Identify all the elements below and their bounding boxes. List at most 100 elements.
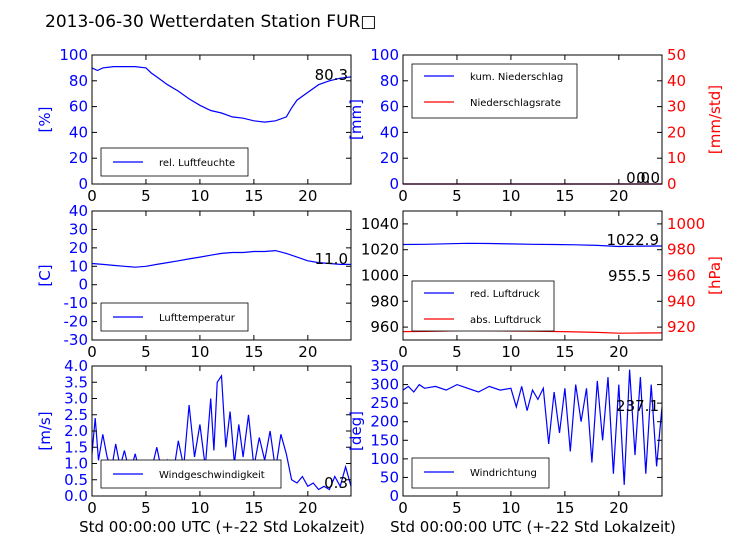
y-tick-label: 3.0 xyxy=(64,390,88,408)
y-axis-label-right: [mm/std] xyxy=(706,85,724,154)
legend-entry: Windrichtung xyxy=(470,468,537,479)
panel-5: 0 5 10 15 20 0.00.51.01.52.02.53.03.54.0 [m/s]… xyxy=(36,357,352,517)
y-tick-label: 50 xyxy=(380,468,399,486)
plot-frame xyxy=(402,54,663,185)
y-tick-label: 80 xyxy=(380,72,399,90)
x-tick-label: 10 xyxy=(190,343,209,361)
legend-entry: kum. Niederschlag xyxy=(470,72,563,83)
y-tick-label-right: 960 xyxy=(667,267,696,285)
series-line-1-1 xyxy=(91,65,352,123)
value-annotation: 11.0 xyxy=(315,250,348,268)
x-tick-label: 5 xyxy=(141,343,151,361)
y-tick-label-right: 40 xyxy=(667,72,686,90)
y-tick-label: -20 xyxy=(64,313,89,331)
y-tick-label: 1.0 xyxy=(64,455,88,473)
panel-6: 0 5 10 15 20050100150200250300350[deg]Windri… xyxy=(347,357,663,517)
x-tick-label: 15 xyxy=(244,187,263,205)
panel-3: 0 5 10 15 20-30-20-10010203040[C]Lufttempera… xyxy=(36,202,352,361)
y-axis-label: [%] xyxy=(36,107,54,133)
y-tick-label: 60 xyxy=(69,98,88,116)
x-tick-label: 0 xyxy=(398,343,408,361)
x-tick-label: 20 xyxy=(609,343,628,361)
value-annotation: 0.3 xyxy=(324,474,348,492)
y-tick-label: 1.5 xyxy=(64,438,88,456)
x-tick-label: 15 xyxy=(555,187,574,205)
x-tick-label: 5 xyxy=(452,499,462,517)
legend-entry: Niederschlagsrate xyxy=(470,98,561,109)
y-tick-label: -30 xyxy=(64,331,89,349)
y-tick-label: 4.0 xyxy=(64,357,88,375)
y-tick-label: 2.5 xyxy=(64,406,88,424)
y-tick-label-right: 50 xyxy=(667,46,686,64)
plot-frame xyxy=(91,210,352,341)
y-tick-label: 0 xyxy=(389,175,399,193)
y-tick-label: 150 xyxy=(370,431,399,449)
x-tick-label: 15 xyxy=(244,343,263,361)
y-tick-label: 40 xyxy=(380,123,399,141)
x-tick-label: 5 xyxy=(141,499,151,517)
x-tick-label: 0 xyxy=(398,187,408,205)
plot-frame xyxy=(91,54,352,185)
chart-title: 2013-06-30 Wetterdaten Station FUR□ xyxy=(45,12,376,32)
legend-box xyxy=(411,63,578,119)
x-axis-label-left: Std 00:00:00 UTC (+-22 Std Lokalzeit) xyxy=(79,518,365,536)
plot-frame xyxy=(402,365,663,497)
value-annotation-secondary: 955.5 xyxy=(608,267,651,285)
value-annotation: 80.3 xyxy=(315,66,348,84)
legend-entry: rel. Luftfeuchte xyxy=(159,158,235,169)
y-tick-label: 20 xyxy=(380,149,399,167)
y-tick-label: 60 xyxy=(380,98,399,116)
legend-entry: abs. Luftdruck xyxy=(470,315,541,326)
y-tick-label: 100 xyxy=(370,450,399,468)
y-tick-label: 1000 xyxy=(361,267,399,285)
x-tick-label: 0 xyxy=(398,499,408,517)
x-tick-label: 10 xyxy=(501,187,520,205)
y-tick-label-right: 1000 xyxy=(667,215,705,233)
y-axis-label: [m/s] xyxy=(36,411,54,450)
y-axis-label: [mm] xyxy=(347,99,365,140)
x-tick-label: 20 xyxy=(298,499,317,517)
x-tick-label: 10 xyxy=(501,499,520,517)
y-tick-label-right: 30 xyxy=(667,98,686,116)
y-axis-label-right: [hPa] xyxy=(706,256,724,295)
x-tick-label: 5 xyxy=(452,187,462,205)
y-tick-label: 0 xyxy=(389,487,399,505)
legend-box xyxy=(411,280,555,332)
legend-entry: red. Luftdruck xyxy=(470,289,540,300)
legend-box xyxy=(411,457,550,489)
y-tick-label: 960 xyxy=(370,318,399,336)
y-tick-label: 0.0 xyxy=(64,487,88,505)
panel-2: 0 5 10 15 20 0 20 40 60 80 100 0 10 20 30 40 50 [mm] [mm/s… xyxy=(347,46,724,205)
x-tick-label: 20 xyxy=(298,343,317,361)
x-tick-label: 15 xyxy=(555,343,574,361)
series-line-6-1 xyxy=(402,369,663,485)
y-tick-label: 350 xyxy=(370,357,399,375)
y-tick-label: 0.5 xyxy=(64,471,88,489)
x-tick-label: 20 xyxy=(609,187,628,205)
legend-entry: Lufttemperatur xyxy=(159,313,236,324)
y-tick-label: 0 xyxy=(78,276,88,294)
panel-4: 0 5 10 15 20 960 980 1000 1020 1040 920 940 960 980 10… xyxy=(361,210,724,361)
value-annotation: 1022.9 xyxy=(607,231,660,249)
y-tick-label-right: 980 xyxy=(667,241,696,259)
y-tick-label-right: 0 xyxy=(667,175,677,193)
series-line-4-1 xyxy=(402,242,663,248)
y-tick-label: 10 xyxy=(69,257,88,275)
y-tick-label-right: 940 xyxy=(667,292,696,310)
series-line-3-1 xyxy=(91,249,351,268)
x-tick-label: 0 xyxy=(87,343,97,361)
panel-1: 0 5 10 15 20 0 20 40 60 80 100 [%] rel. Luftfeuchte 8… xyxy=(36,46,352,205)
y-tick-label: 40 xyxy=(69,123,88,141)
value-annotation: 0.0 xyxy=(636,169,660,187)
x-tick-label: 10 xyxy=(190,187,209,205)
y-tick-label: 100 xyxy=(370,46,399,64)
y-tick-label: 100 xyxy=(59,46,88,64)
x-tick-label: 10 xyxy=(501,343,520,361)
y-axis-label: [C] xyxy=(36,264,54,286)
y-tick-label: 30 xyxy=(69,220,88,238)
y-tick-label: 3.5 xyxy=(64,373,88,391)
x-tick-label: 20 xyxy=(298,187,317,205)
y-tick-label-right: 920 xyxy=(667,318,696,336)
y-tick-label: 1020 xyxy=(361,241,399,259)
